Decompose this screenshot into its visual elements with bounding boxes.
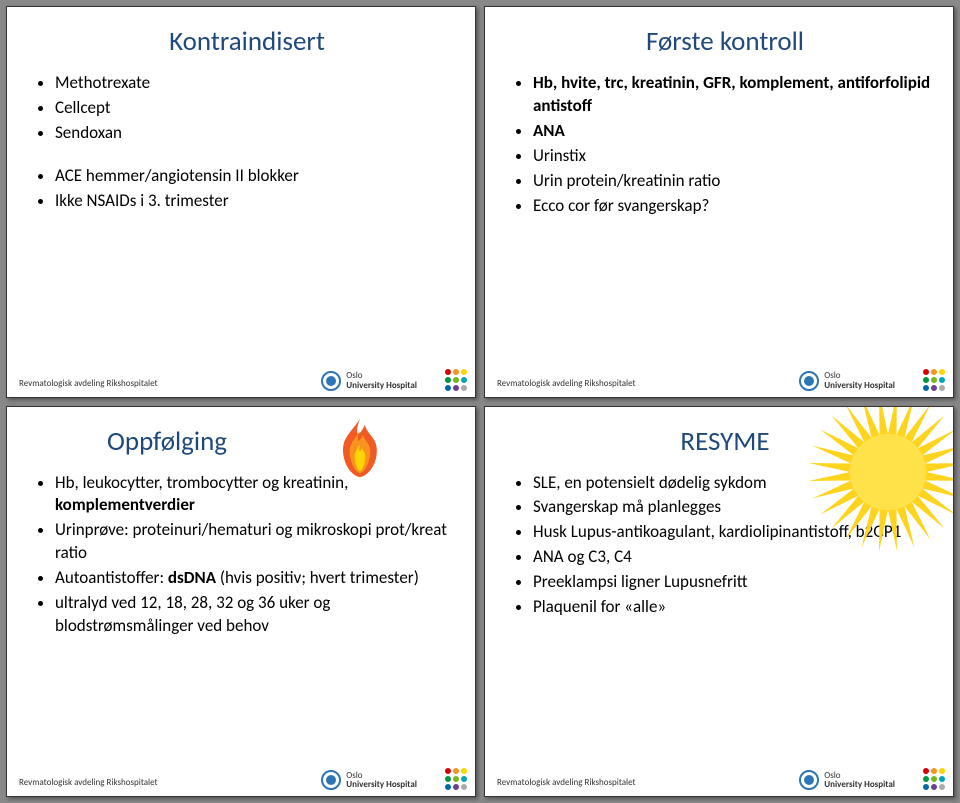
list: Hb, leukocytter, trombocytter og kreatin… bbox=[37, 472, 457, 639]
logo-icon bbox=[321, 770, 341, 790]
logo-icon bbox=[799, 770, 819, 790]
list-group-b: ACE hemmer/angiotensin II blokker Ikke N… bbox=[37, 165, 457, 213]
footer-text: Revmatologisk avdeling Rikshospitalet bbox=[19, 777, 158, 788]
slide-grid: Kontraindisert Methotrexate Cellcept Sen… bbox=[0, 0, 960, 803]
slide-title: Kontraindisert bbox=[37, 25, 457, 58]
hospital-logo: Oslo University Hospital bbox=[799, 371, 895, 391]
color-dots bbox=[923, 369, 945, 391]
hospital-logo: Oslo University Hospital bbox=[321, 770, 417, 790]
flame-icon bbox=[335, 419, 385, 477]
slide-forste-kontroll: Første kontroll Hb, hvite, trc, kreatini… bbox=[484, 6, 954, 398]
footer-text: Revmatologisk avdeling Rikshospitalet bbox=[19, 378, 158, 389]
list-item: ANA bbox=[533, 120, 935, 143]
list-item: Hb, leukocytter, trombocytter og kreatin… bbox=[55, 472, 457, 518]
list-item: Preeklampsi ligner Lupusnefritt bbox=[533, 571, 935, 594]
color-dots bbox=[923, 768, 945, 790]
color-dots bbox=[445, 369, 467, 391]
logo-icon bbox=[799, 371, 819, 391]
list-item: Hb, hvite, trc, kreatinin, GFR, kompleme… bbox=[533, 72, 935, 118]
slide-title: Oppfølging bbox=[37, 425, 457, 458]
sun-icon bbox=[803, 406, 954, 557]
footer-text: Revmatologisk avdeling Rikshospitalet bbox=[497, 777, 636, 788]
logo-text: Oslo University Hospital bbox=[346, 771, 417, 790]
slide-title: Første kontroll bbox=[515, 25, 935, 58]
list-item: Urinstix bbox=[533, 145, 935, 168]
list-item: Urinprøve: proteinuri/hematuri og mikros… bbox=[55, 519, 457, 565]
hospital-logo: Oslo University Hospital bbox=[799, 770, 895, 790]
list-item: ACE hemmer/angiotensin II blokker bbox=[55, 165, 457, 188]
logo-text: Oslo University Hospital bbox=[824, 771, 895, 790]
list-group-a: Methotrexate Cellcept Sendoxan bbox=[37, 72, 457, 145]
list-item: Cellcept bbox=[55, 97, 457, 120]
slide-resyme: RESYME SLE, en potensielt dødelig sykdom… bbox=[484, 406, 954, 798]
list-item: Ecco cor før svangerskap? bbox=[533, 195, 935, 218]
color-dots bbox=[445, 768, 467, 790]
list-item: Plaquenil for «alle» bbox=[533, 596, 935, 619]
footer-text: Revmatologisk avdeling Rikshospitalet bbox=[497, 378, 636, 389]
list-item: Ikke NSAIDs i 3. trimester bbox=[55, 190, 457, 213]
list: Hb, hvite, trc, kreatinin, GFR, kompleme… bbox=[515, 72, 935, 218]
hospital-logo: Oslo University Hospital bbox=[321, 371, 417, 391]
list-item: Methotrexate bbox=[55, 72, 457, 95]
list-item: Sendoxan bbox=[55, 122, 457, 145]
slide-kontraindisert: Kontraindisert Methotrexate Cellcept Sen… bbox=[6, 6, 476, 398]
list-item: Autoantistoffer: dsDNA (hvis positiv; hv… bbox=[55, 567, 457, 590]
logo-text: Oslo University Hospital bbox=[824, 371, 895, 390]
list-item: Urin protein/kreatinin ratio bbox=[533, 170, 935, 193]
logo-text: Oslo University Hospital bbox=[346, 371, 417, 390]
list-item: ultralyd ved 12, 18, 28, 32 og 36 uker o… bbox=[55, 592, 457, 638]
slide-oppfolging: Oppfølging Hb, leukocytter, trombocytter… bbox=[6, 406, 476, 798]
logo-icon bbox=[321, 371, 341, 391]
